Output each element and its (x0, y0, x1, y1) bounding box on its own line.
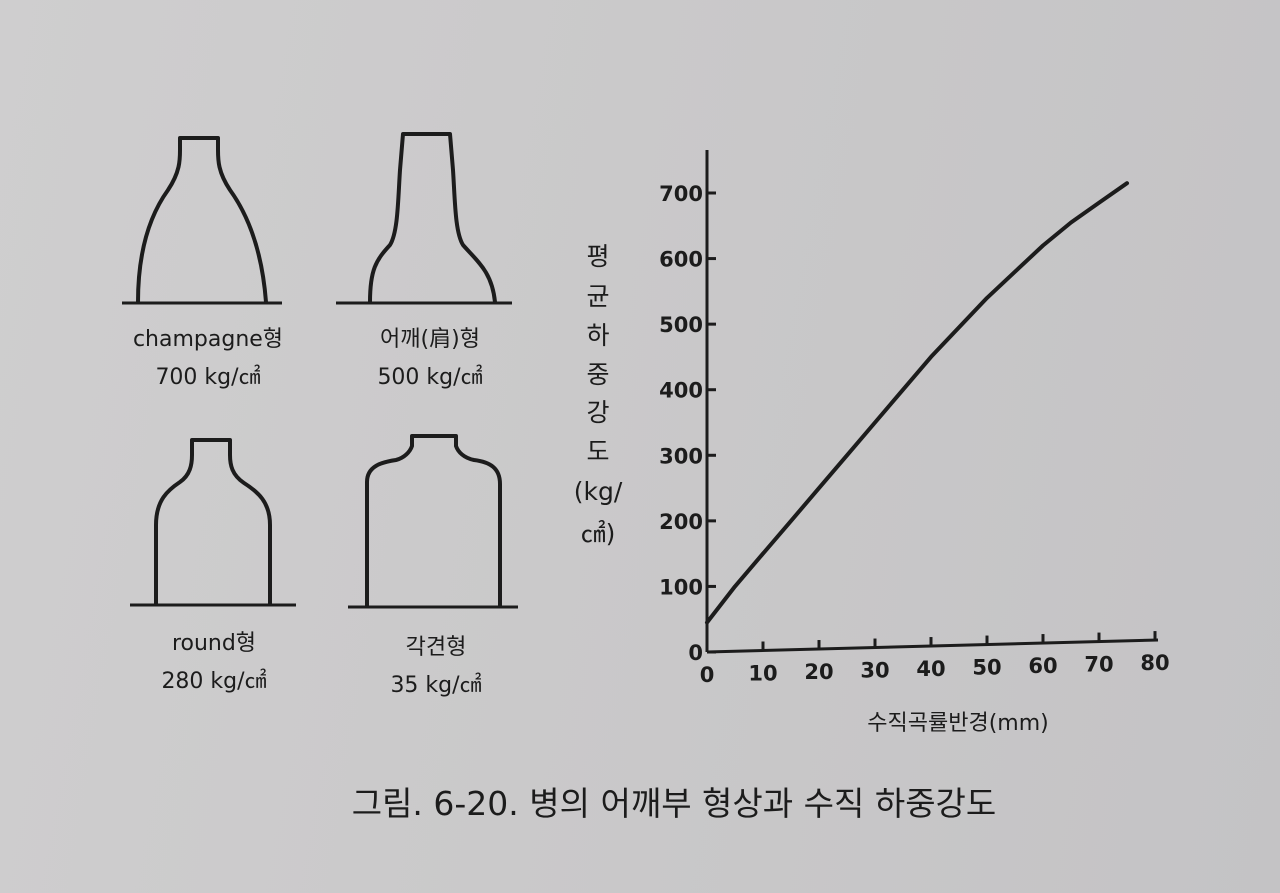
x-tick-label: 40 (916, 657, 945, 681)
y-axis-label-char: (kg/ (574, 477, 623, 506)
x-tick-label: 80 (1140, 651, 1169, 675)
x-tick-label: 30 (860, 659, 889, 683)
y-tick-label: 200 (659, 510, 703, 534)
y-ticks: 0 100 200 300 400 500 600 700 (659, 182, 716, 665)
x-tick-label: 60 (1028, 654, 1057, 678)
bottle-round-name: round형 (172, 631, 256, 656)
x-tick-label: 50 (972, 656, 1001, 680)
x-tick-label: 10 (748, 662, 777, 686)
bottle-shoulder: 어깨(肩)형 500 kg/㎠ (336, 132, 512, 390)
bottle-round-strength: 280 kg/㎠ (161, 668, 266, 694)
y-tick-label: 700 (659, 182, 703, 206)
y-tick-label: 500 (659, 313, 703, 337)
y-axis-label-char: 하 (586, 321, 609, 350)
bottle-champagne: champagne형 700 kg/㎠ (122, 136, 283, 390)
y-axis-label-char: 평 (586, 242, 609, 271)
bottle-round: round형 280 kg/㎠ (130, 438, 296, 694)
y-axis-label-char: 도 (586, 437, 609, 466)
y-tick-label: 600 (659, 248, 703, 272)
bottle-shoulder-name: 어깨(肩)형 (380, 327, 480, 352)
bottle-champagne-strength: 700 kg/㎠ (155, 364, 260, 390)
y-axis-label-char: 균 (586, 282, 609, 311)
x-ticks: 0 10 20 30 40 50 60 70 80 (700, 631, 1170, 687)
bottle-square-shoulder-name: 각견형 (406, 635, 467, 660)
bottle-shoulder-strength: 500 kg/㎠ (377, 364, 482, 390)
x-tick-label: 0 (700, 663, 715, 687)
y-axis-label-char: 중 (586, 360, 609, 389)
bottle-square-shoulder-strength: 35 kg/㎠ (390, 672, 481, 698)
x-tick-label: 20 (804, 660, 833, 684)
y-axis-label-char: ㎠) (581, 519, 616, 548)
y-tick-label: 100 (659, 575, 703, 599)
x-axis-label: 수직곡률반경(mm) (867, 711, 1048, 736)
y-tick-label: 0 (688, 641, 703, 665)
y-tick-label: 300 (659, 444, 703, 468)
chart: 0 100 200 300 400 500 600 700 0 10 20 30 40 50 60 70 80… (574, 150, 1170, 736)
figure-caption: 그림. 6-20. 병의 어깨부 형상과 수직 하중강도 (352, 784, 997, 823)
bottle-square-shoulder: 각견형 35 kg/㎠ (348, 434, 518, 698)
strength-curve (705, 181, 1129, 625)
y-tick-label: 400 (659, 379, 703, 403)
bottle-champagne-name: champagne형 (133, 327, 283, 352)
y-axis-label-char: 강 (586, 398, 609, 427)
x-tick-label: 70 (1084, 653, 1113, 677)
